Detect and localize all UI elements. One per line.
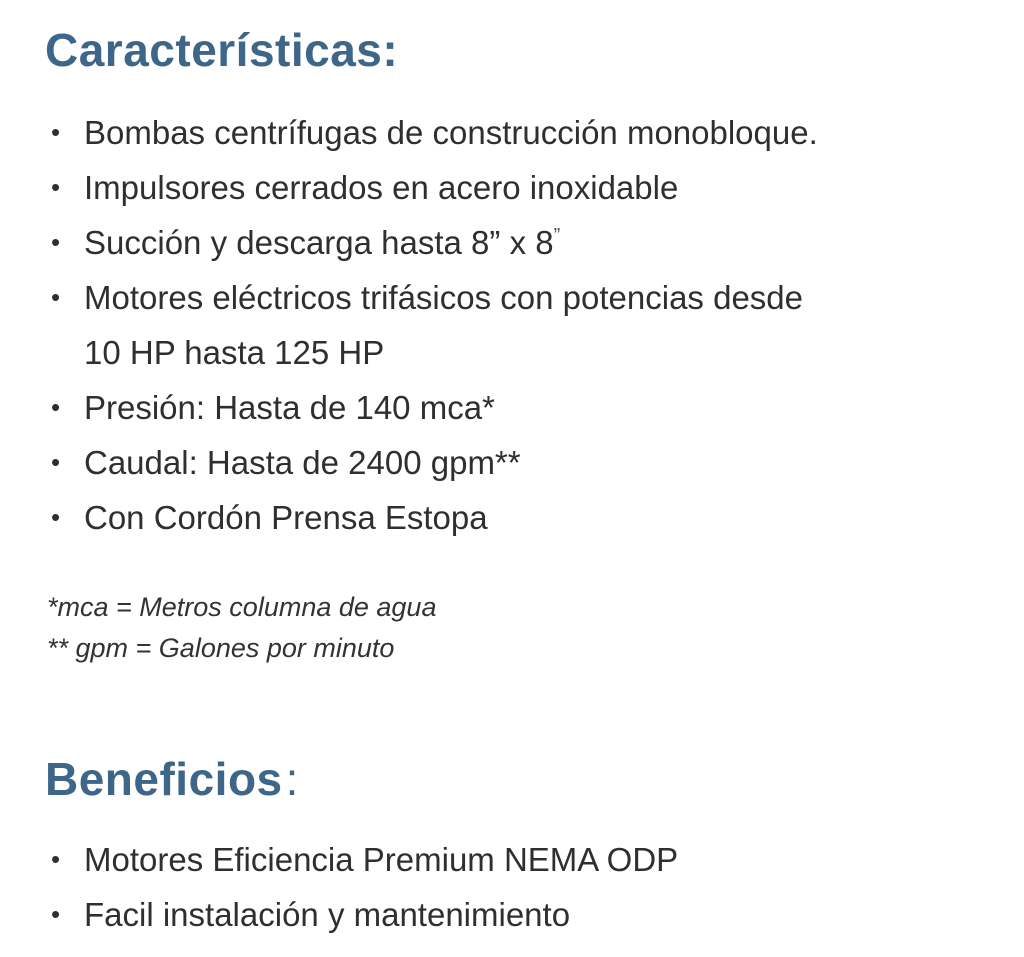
bullet-icon [51, 435, 60, 490]
bullet-icon [51, 380, 60, 435]
list-item-text: Caudal: Hasta de 2400 gpm** [84, 444, 521, 481]
list-item-text: Con Cordón Prensa Estopa [84, 499, 488, 536]
list-item: Succión y descarga hasta 8” x 8” [51, 215, 988, 270]
list-item-text: Motores Eficiencia Premium NEMA ODP [84, 841, 679, 878]
footnotes: *mca = Metros columna de agua ** gpm = G… [45, 587, 988, 669]
beneficios-list: Motores Eficiencia Premium NEMA ODP Faci… [45, 832, 988, 942]
bullet-icon [51, 160, 60, 215]
footnote-mca: *mca = Metros columna de agua [47, 592, 437, 622]
list-item: Motores Eficiencia Premium NEMA ODP [51, 832, 988, 887]
list-item-text: Motores eléctricos trifásicos con potenc… [84, 279, 804, 316]
list-item: Presión: Hasta de 140 mca* [51, 380, 988, 435]
list-item-text-line2: 10 HP hasta 125 HP [84, 334, 385, 371]
beneficios-title-text: Beneficios [45, 753, 283, 805]
footnote-gpm: ** gpm = Galones por minuto [47, 633, 395, 663]
bullet-icon [51, 215, 60, 270]
caracteristicas-title-colon: : [382, 24, 399, 76]
list-item: Impulsores cerrados en acero inoxidable [51, 160, 988, 215]
inch-mark-superscript: ” [553, 225, 561, 247]
bullet-icon [51, 490, 60, 545]
bullet-icon [51, 887, 60, 942]
beneficios-title: Beneficios: [45, 753, 988, 806]
list-item: Con Cordón Prensa Estopa [51, 490, 988, 545]
caracteristicas-title-text: Características [45, 24, 383, 76]
caracteristicas-title: Características: [45, 24, 988, 77]
section-caracteristicas: Características: Bombas centrífugas de c… [45, 24, 988, 669]
section-beneficios: Beneficios: Motores Eficiencia Premium N… [45, 753, 988, 942]
list-item-text: Impulsores cerrados en acero inoxidable [84, 169, 679, 206]
list-item-text: Bombas centrífugas de construcción monob… [84, 114, 818, 151]
list-item-text: Facil instalación y mantenimiento [84, 896, 571, 933]
list-item: Facil instalación y mantenimiento [51, 887, 988, 942]
bullet-icon [51, 832, 60, 887]
caracteristicas-list: Bombas centrífugas de construcción monob… [45, 105, 988, 545]
list-item: Caudal: Hasta de 2400 gpm** [51, 435, 988, 490]
list-item-text: Presión: Hasta de 140 mca* [84, 389, 495, 426]
beneficios-title-colon: : [285, 753, 299, 805]
bullet-icon [51, 270, 60, 325]
bullet-icon [51, 105, 60, 160]
list-item: Motores eléctricos trifásicos con potenc… [51, 270, 988, 380]
list-item-text: Succión y descarga hasta 8” x 8 [84, 224, 554, 261]
list-item: Bombas centrífugas de construcción monob… [51, 105, 988, 160]
